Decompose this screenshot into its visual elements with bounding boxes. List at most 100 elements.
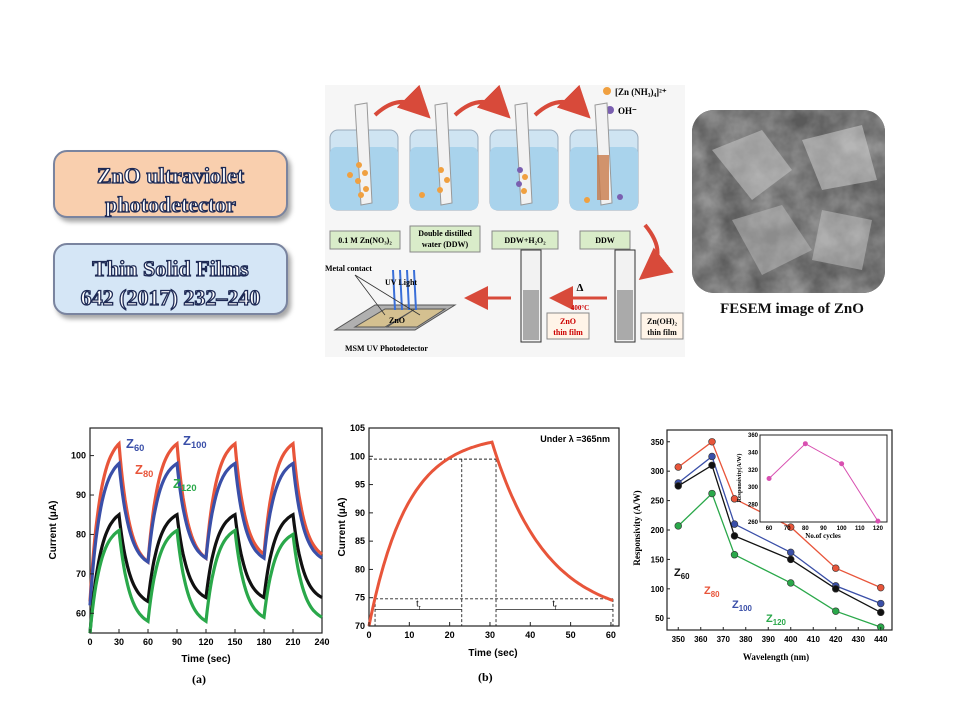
chart-c-xtick: 420 (829, 635, 843, 644)
fesem-image (692, 110, 885, 293)
chart-c-ytick: 150 (651, 555, 665, 564)
legend-zn-ion: [Zn (NH₃)₄]²⁺ (615, 87, 667, 97)
chart-c-point (832, 607, 840, 615)
chart-b-ytick: 70 (355, 621, 365, 631)
chart-b-ytick: 80 (355, 564, 365, 574)
chart-c-point (832, 564, 840, 572)
beaker-3 (489, 102, 559, 211)
chart-c-series-z120 (677, 492, 882, 628)
journal-box: Thin Solid Films 642 (2017) 232–240 (53, 243, 288, 315)
rise-time-label: tr (416, 599, 421, 612)
chart-a-xtick: 0 (87, 637, 92, 647)
step-4-label: DDW (595, 236, 615, 245)
inset-xlabel: No.of cycles (805, 532, 841, 540)
inset-ytick: 340 (748, 450, 759, 456)
inset-ytick: 260 (748, 520, 759, 526)
inset-xtick: 60 (766, 526, 773, 532)
chart-c-xtick: 360 (694, 635, 708, 644)
chart-c-ytick: 250 (651, 497, 665, 506)
chart-c-point (708, 489, 716, 498)
step-2-label-a: Double distilled (418, 229, 472, 238)
chart-c-point (877, 608, 885, 617)
chart-a-ylabel: Current (μA) (48, 501, 59, 560)
inset-point (839, 461, 845, 467)
chart-c-point (787, 579, 795, 587)
inset-xtick: 70 (784, 526, 791, 532)
chart-c-xtick: 380 (739, 635, 753, 644)
chart-b-xtick: 40 (525, 630, 535, 640)
chart-c-series-z60 (677, 464, 882, 613)
chart-b-ylabel: Current (μA) (337, 498, 348, 557)
chart-c-xtick: 390 (762, 635, 776, 644)
chart-c-ytick: 100 (651, 585, 665, 594)
inset-xtick: 80 (802, 526, 809, 532)
chart-c-ytick: 200 (651, 526, 665, 535)
chart-b-ytick: 95 (355, 480, 365, 490)
subfigure-a-label: (a) (192, 672, 206, 686)
chart-c-xtick: 440 (874, 635, 888, 644)
chart-b-xtick: 10 (404, 630, 414, 640)
chart-c-point (787, 548, 795, 557)
chart-c-point (730, 551, 739, 559)
msm-label: MSM UV Photodetector (345, 344, 428, 353)
chart-c-xtick: 400 (784, 635, 798, 644)
journal-line-1: Thin Solid Films (92, 255, 250, 281)
chart-a-xtick: 90 (172, 637, 182, 647)
chart-c-responsivity: 350 360 370 380 390 400 410 420 430 440 50 100 150 20… (632, 429, 893, 662)
chart-b-ytick: 105 (350, 423, 365, 433)
uv-light-label: UV Light (385, 278, 417, 287)
chart-c-point (730, 532, 739, 540)
title-line-2: photodetector (104, 191, 236, 217)
chart-c-point (730, 495, 739, 503)
inset-ytick: 280 (748, 503, 759, 509)
metal-contact-label: Metal contact (325, 264, 372, 273)
step-3-label: DDW+H₂O₂ (504, 236, 546, 245)
chart-c-point (877, 599, 885, 608)
step-2-label-b: water (DDW) (422, 240, 469, 249)
title-line-1: ZnO ultraviolet (96, 162, 245, 188)
inset-ytick: 360 (748, 433, 759, 439)
anneal-temp: 400°C (571, 304, 589, 312)
delta-symbol: Δ (577, 282, 584, 294)
chart-a-xtick: 30 (114, 637, 124, 647)
fall-time-label: tf (552, 599, 557, 612)
inset-point (802, 441, 808, 447)
chart-c-point (877, 583, 885, 592)
chart-c-series-z100 (677, 455, 882, 605)
chart-c-ytick: 300 (651, 467, 665, 476)
chart-b-xtick: 50 (566, 630, 576, 640)
inset-ytick: 320 (748, 468, 759, 474)
zn-ion-icon (603, 87, 611, 95)
chart-a-ytick: 90 (76, 490, 86, 500)
chart-c-point (832, 585, 840, 593)
chart-c-point (674, 522, 682, 530)
chart-a-xtick: 210 (285, 637, 300, 647)
chart-c-xlabel: Wavelength (nm) (743, 652, 809, 662)
beaker-2 (409, 102, 479, 211)
chart-c-ytick: 350 (651, 438, 665, 447)
inset-series (768, 443, 879, 522)
chart-a-series-z100 (88, 460, 323, 606)
oh-ion-icon (606, 106, 614, 114)
chart-c-xtick: 350 (672, 635, 686, 644)
chart-b-xtick: 20 (445, 630, 455, 640)
chart-a-xtick: 60 (143, 637, 153, 647)
chart-c-point (708, 438, 716, 446)
inset-xtick: 100 (837, 526, 848, 532)
chart-a-xlabel: Time (sec) (181, 654, 230, 665)
chart-c-point (787, 523, 795, 531)
chart-b-annotation: Under λ =365nm (540, 434, 610, 444)
chart-b-xtick: 30 (485, 630, 495, 640)
chart-b-ytick: 75 (355, 593, 365, 603)
beaker-1 (329, 102, 399, 211)
zno-film-label-2: thin film (553, 328, 583, 337)
chart-b-xlabel: Time (sec) (468, 648, 517, 659)
zno-film-label-1: ZnO (560, 317, 576, 326)
chart-c-xtick: 410 (807, 635, 821, 644)
chart-a-series-z60 (88, 511, 323, 634)
chart-b-xtick: 0 (366, 630, 371, 640)
chart-a-ytick: 60 (76, 608, 86, 618)
znoh-film-label-1: Zn(OH)₂ (647, 317, 678, 326)
chart-a-xtick: 150 (227, 637, 242, 647)
step-1-label: 0.1 M Zn(NO₃)₂ (338, 236, 392, 245)
